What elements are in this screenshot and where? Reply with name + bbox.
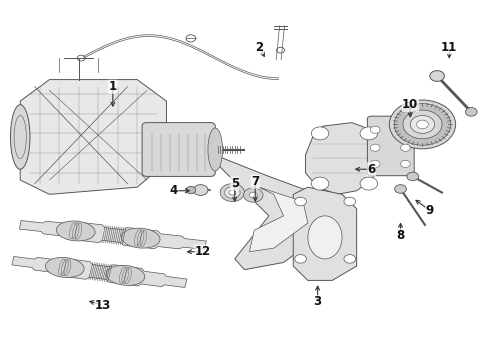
Circle shape — [220, 184, 244, 202]
Circle shape — [369, 160, 379, 167]
Circle shape — [409, 116, 434, 134]
Polygon shape — [293, 187, 356, 280]
Circle shape — [400, 144, 409, 151]
Ellipse shape — [10, 105, 30, 169]
Text: 5: 5 — [230, 177, 238, 190]
Polygon shape — [12, 256, 186, 288]
Circle shape — [185, 186, 195, 194]
Text: 6: 6 — [366, 163, 375, 176]
Circle shape — [249, 192, 257, 198]
Circle shape — [400, 160, 409, 167]
Polygon shape — [20, 80, 166, 194]
Text: 9: 9 — [425, 204, 433, 217]
Circle shape — [400, 126, 409, 134]
Polygon shape — [20, 221, 206, 249]
Text: 11: 11 — [440, 41, 456, 54]
Circle shape — [343, 197, 355, 206]
Circle shape — [393, 104, 450, 145]
Polygon shape — [305, 123, 380, 194]
Ellipse shape — [56, 221, 95, 241]
Circle shape — [406, 172, 418, 181]
Circle shape — [359, 127, 377, 140]
Text: 10: 10 — [401, 98, 418, 111]
Circle shape — [465, 108, 476, 116]
Circle shape — [294, 255, 306, 263]
Circle shape — [369, 144, 379, 151]
Circle shape — [388, 100, 455, 149]
Circle shape — [343, 255, 355, 263]
Text: 1: 1 — [108, 80, 117, 93]
Text: 7: 7 — [251, 175, 259, 188]
Circle shape — [228, 190, 235, 195]
Text: 4: 4 — [169, 184, 178, 197]
Polygon shape — [249, 187, 307, 252]
Ellipse shape — [207, 128, 222, 171]
Circle shape — [394, 185, 406, 193]
Circle shape — [416, 120, 427, 129]
Circle shape — [402, 110, 441, 139]
Ellipse shape — [307, 216, 341, 259]
Circle shape — [311, 177, 328, 190]
Text: 13: 13 — [95, 299, 111, 312]
Ellipse shape — [121, 228, 160, 248]
Ellipse shape — [106, 265, 144, 285]
Circle shape — [294, 197, 306, 206]
Circle shape — [243, 188, 263, 202]
Text: 2: 2 — [255, 41, 263, 54]
Ellipse shape — [45, 257, 84, 278]
Circle shape — [193, 185, 207, 195]
Circle shape — [311, 127, 328, 140]
FancyBboxPatch shape — [366, 116, 413, 176]
Text: 3: 3 — [313, 296, 321, 309]
Text: 8: 8 — [396, 229, 404, 242]
Circle shape — [224, 187, 240, 198]
Text: 12: 12 — [195, 245, 211, 258]
Polygon shape — [205, 151, 331, 270]
Circle shape — [369, 126, 379, 134]
Circle shape — [359, 177, 377, 190]
Circle shape — [429, 71, 444, 81]
FancyBboxPatch shape — [142, 123, 215, 176]
